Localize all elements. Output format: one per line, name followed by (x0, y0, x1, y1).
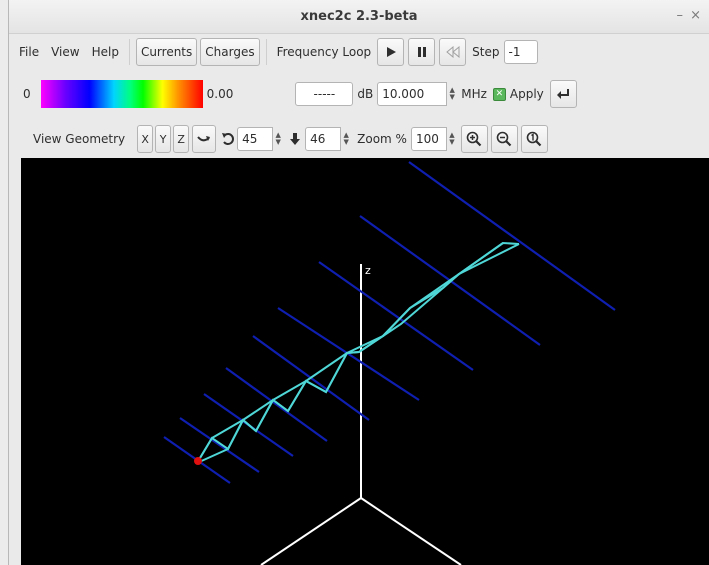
x-axis (260, 497, 362, 565)
app-window: xnec2c 2.3-beta – × File View Help Curre… (8, 0, 709, 565)
y-axis (360, 497, 462, 565)
zoom-reset-icon (527, 131, 542, 147)
view-y-button[interactable]: Y (155, 125, 172, 153)
play-button[interactable] (377, 37, 405, 66)
reset-view-button[interactable] (192, 125, 217, 153)
tilt-down-arrow-icon (290, 133, 301, 145)
element-wire (277, 307, 420, 401)
pause-button[interactable] (408, 37, 436, 66)
geometry-toolbar: View Geometry X Y Z 45 ▲ ▼ 46 ▲ ▼ Zoom % 1… (9, 120, 709, 158)
scale-max-label: 0.00 (206, 87, 234, 101)
frequency-input[interactable]: 10.000 (377, 82, 448, 106)
boom-line (196, 243, 520, 464)
spin-arrows-icon[interactable]: ▲ ▼ (343, 131, 349, 146)
feed-point (194, 457, 202, 465)
currents-button[interactable]: Currents (135, 37, 198, 66)
title-bar: xnec2c 2.3-beta – × (9, 0, 709, 34)
menu-view[interactable]: View (51, 44, 80, 59)
spin-arrows-icon[interactable]: ▲ ▼ (449, 131, 455, 146)
zoom-out-icon (497, 131, 512, 147)
minimize-button[interactable]: – (676, 8, 684, 23)
play-icon (386, 46, 396, 57)
db-label: dB (357, 87, 374, 101)
scale-min-label: 0 (23, 87, 31, 101)
mhz-label: MHz (461, 87, 487, 101)
rewind-icon (445, 45, 460, 58)
rotate-input[interactable]: 45 (237, 127, 274, 151)
color-scale-bar (40, 80, 203, 108)
curved-arrow-icon (197, 136, 211, 142)
menu-help[interactable]: Help (91, 44, 119, 59)
enter-icon (557, 89, 570, 99)
zoom-out-button[interactable] (490, 125, 518, 153)
step-label: Step (472, 44, 500, 59)
menu-file[interactable]: File (19, 44, 40, 59)
zoom-spinner[interactable]: 100 ▲ ▼ (410, 127, 457, 151)
element-wire (179, 417, 260, 473)
rewind-button[interactable] (439, 37, 467, 66)
close-button[interactable]: × (690, 8, 701, 23)
z-axis-label: z (365, 264, 371, 277)
rotate-spinner[interactable]: 45 ▲ ▼ (237, 127, 283, 151)
rotate-icon (222, 133, 235, 145)
apply-label: Apply (509, 87, 544, 101)
frequency-loop-label: Frequency Loop (276, 44, 372, 59)
tilt-input[interactable]: 46 (305, 127, 342, 151)
element-wire (408, 161, 616, 311)
spin-arrows-icon[interactable]: ▲ ▼ (275, 131, 281, 146)
pause-icon (417, 46, 426, 57)
element-wire (225, 367, 328, 442)
zoom-in-button[interactable] (460, 125, 488, 153)
antenna-geometry-view: z (163, 161, 616, 565)
step-input[interactable]: -1 (503, 39, 538, 64)
main-toolbar: File View Help Currents Charges Frequenc… (9, 34, 709, 69)
zoom-input[interactable]: 100 (410, 127, 447, 151)
antenna-elements (163, 161, 616, 484)
db-input[interactable]: ----- (295, 82, 354, 106)
separator (128, 38, 130, 65)
window-title: xnec2c 2.3-beta (300, 9, 418, 24)
tilt-spinner[interactable]: 46 ▲ ▼ (305, 127, 351, 151)
zoom-reset-button[interactable] (520, 125, 548, 153)
zoom-in-icon (467, 131, 482, 147)
apply-enter-button[interactable] (549, 80, 577, 108)
element-wire (318, 261, 474, 371)
zoom-label: Zoom % (357, 132, 407, 146)
view-z-button[interactable]: Z (173, 125, 190, 153)
boom-lines (196, 241, 520, 464)
charges-button[interactable]: Charges (200, 37, 260, 66)
spin-arrows-icon[interactable]: ▲ ▼ (449, 86, 455, 101)
scale-toolbar: 0 0.00 ----- dB 10.000 ▲ ▼ MHz ✕ Apply (9, 74, 709, 114)
view-x-button[interactable]: X (137, 125, 154, 153)
frequency-spinner[interactable]: 10.000 ▲ ▼ (377, 82, 457, 106)
geometry-canvas[interactable]: z (21, 158, 709, 565)
view-geometry-label: View Geometry (33, 132, 126, 146)
separator (265, 38, 267, 65)
apply-checkbox[interactable]: ✕ (492, 87, 506, 101)
